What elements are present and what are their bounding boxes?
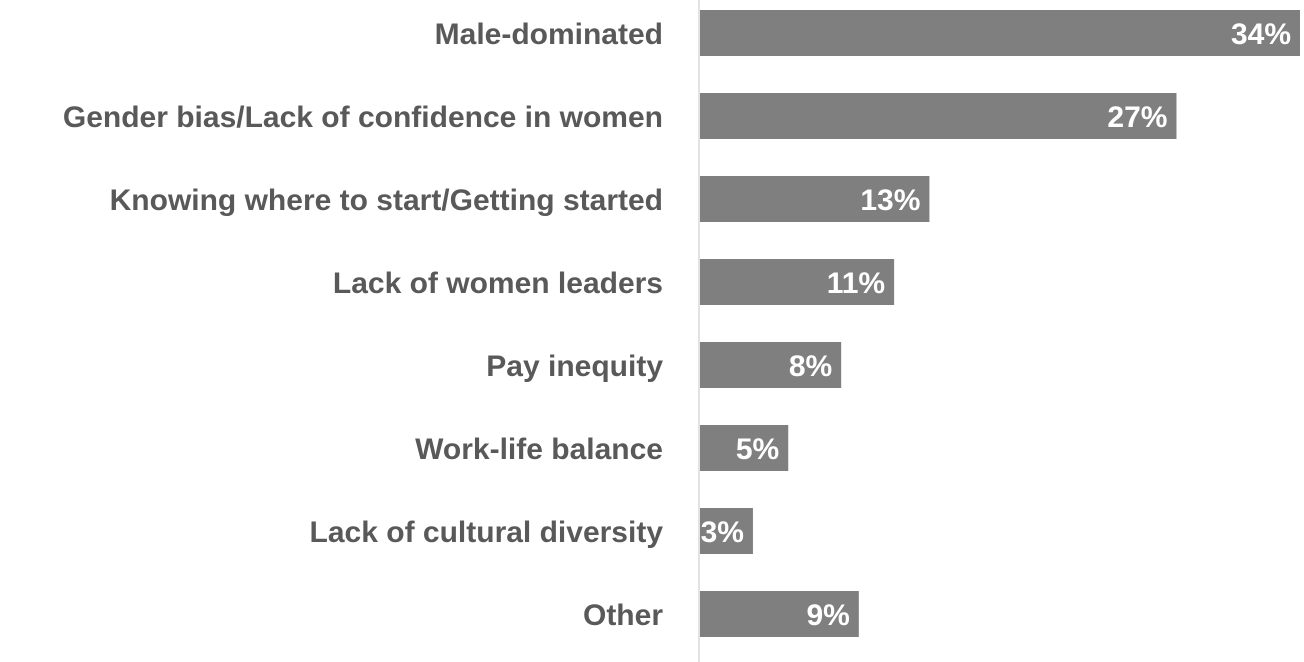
value-label: 34% — [1231, 18, 1291, 51]
value-label: 5% — [736, 433, 779, 466]
category-label: Other — [583, 599, 663, 632]
category-label: Pay inequity — [486, 350, 663, 383]
category-label: Lack of women leaders — [333, 267, 663, 300]
category-label: Male-dominated — [435, 18, 663, 51]
bars-layer — [700, 10, 1300, 637]
value-label: 3% — [701, 516, 744, 549]
bar — [700, 342, 842, 388]
value-label: 27% — [1107, 101, 1167, 134]
bar — [700, 425, 789, 471]
category-label: Gender bias/Lack of confidence in women — [63, 101, 663, 134]
bar — [700, 259, 895, 305]
bar — [700, 93, 1177, 139]
category-label: Lack of cultural diversity — [310, 516, 664, 549]
value-label: 9% — [806, 599, 849, 632]
bar — [700, 176, 930, 222]
category-label: Knowing where to start/Getting started — [110, 184, 663, 217]
value-label: 11% — [827, 267, 885, 300]
category-label: Work-life balance — [415, 433, 663, 466]
value-labels: 34% 27% 13% 11% 8% 5% 3% 9% — [701, 18, 1291, 632]
category-labels: Male-dominated Gender bias/Lack of confid… — [63, 18, 663, 632]
bar — [700, 591, 859, 637]
value-label: 8% — [789, 350, 832, 383]
value-label: 13% — [860, 184, 920, 217]
bar — [700, 10, 1300, 56]
bar — [700, 508, 753, 554]
